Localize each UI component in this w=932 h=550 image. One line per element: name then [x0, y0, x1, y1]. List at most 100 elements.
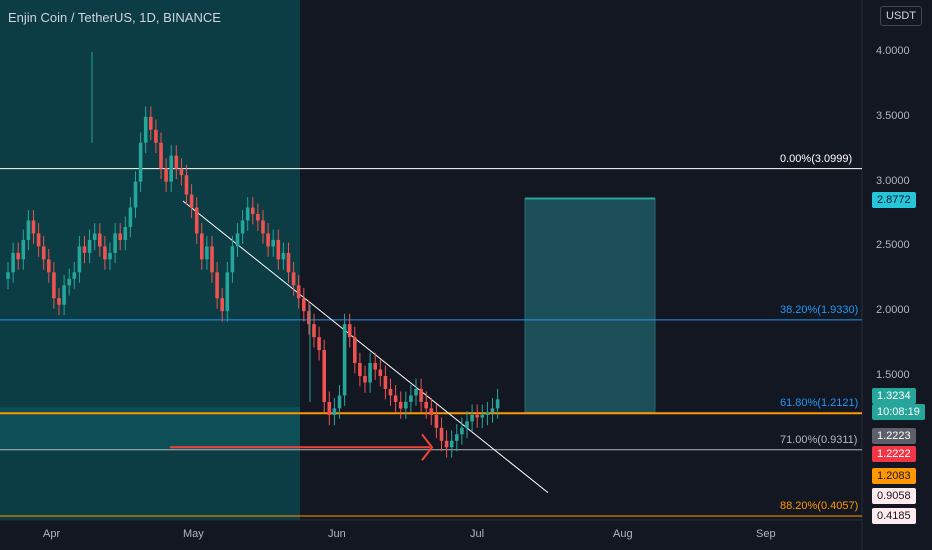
candle-body-19	[103, 246, 107, 260]
candle-body-48	[251, 207, 255, 214]
candle-body-28	[149, 116, 153, 130]
candle-body-40	[210, 246, 214, 273]
price-tick-label: 1.5000	[876, 369, 910, 381]
candle-body-31	[164, 168, 168, 182]
candle-body-5	[31, 220, 36, 234]
time-tick-label: Jul	[470, 528, 485, 540]
candle-body-68	[353, 337, 357, 364]
price-tag: 2.8772	[872, 192, 916, 208]
candle-body-56	[291, 272, 296, 286]
price-tag: 1.2223	[872, 428, 916, 444]
price-tag: 1.2222	[872, 446, 916, 462]
candle-body-17	[92, 233, 97, 240]
candle-body-36	[189, 194, 194, 208]
candle-body-33	[174, 155, 179, 169]
candle-body-13	[72, 272, 77, 279]
candle-body-59	[307, 311, 311, 325]
price-tag: 1.3234	[872, 388, 916, 404]
time-tick-label: Apr	[43, 528, 61, 540]
currency-button[interactable]: USDT	[880, 6, 922, 26]
candle-body-41	[215, 272, 219, 299]
candle-body-58	[302, 298, 306, 312]
candle-body-55	[286, 252, 291, 273]
candle-body-70	[363, 376, 367, 383]
candle-body-11	[62, 285, 66, 305]
price-tick-label: 3.0000	[876, 174, 910, 187]
price-tag: 10:08:19	[872, 404, 925, 420]
candle-body-82	[424, 401, 428, 409]
candle-body-14	[77, 246, 82, 273]
candle-body-22	[118, 233, 122, 240]
fib-level-label: 0.00%(3.0999)	[780, 152, 853, 165]
fib-level-label: 38.20%(1.9330)	[780, 303, 859, 316]
candle-body-43	[225, 272, 230, 312]
candle-body-46	[240, 220, 245, 234]
target-box	[524, 197, 656, 413]
candle-body-60	[312, 324, 316, 338]
time-tick-label: Jun	[328, 528, 346, 540]
symbol-title[interactable]: Enjin Coin / TetherUS, 1D, BINANCE	[8, 10, 221, 25]
candle-body-83	[429, 408, 434, 415]
candle-body-0	[6, 272, 10, 279]
fib-level-label: 88.20%(0.4057)	[780, 500, 859, 512]
time-tick-label: May	[183, 528, 204, 540]
fib-level-label: 71.00%(0.9311)	[780, 433, 858, 446]
candle-body-25	[133, 181, 138, 208]
candle-body-29	[154, 129, 158, 143]
candle-body-45	[235, 233, 240, 247]
candle-body-88	[455, 434, 459, 441]
price-tag: 0.9058	[872, 488, 916, 504]
candle-body-96	[495, 399, 500, 409]
candle-body-54	[281, 252, 286, 260]
candle-body-61	[317, 337, 321, 351]
trend-line	[182, 200, 549, 494]
candle-body-35	[184, 175, 189, 195]
candle-body-51	[266, 233, 270, 247]
candle-body-32	[169, 155, 173, 182]
candle-body-52	[271, 239, 275, 247]
price-tick-label: 2.0000	[876, 304, 910, 317]
candle-body-49	[256, 214, 260, 221]
candle-body-1	[11, 252, 15, 273]
candle-body-64	[332, 408, 337, 415]
candle-body-21	[113, 233, 117, 253]
candle-body-44	[230, 246, 235, 273]
candle-body-90	[465, 421, 469, 428]
candle-body-30	[159, 142, 163, 169]
candle-body-15	[82, 246, 87, 253]
candle-body-37	[194, 207, 199, 234]
candle-body-67	[347, 324, 352, 338]
candle-body-80	[414, 388, 418, 396]
candle-body-74	[383, 376, 388, 389]
time-tick-label: Sep	[756, 528, 776, 540]
candle-body-94	[485, 412, 490, 415]
candle-body-8	[47, 259, 51, 273]
candle-body-57	[296, 285, 301, 299]
candle-body-91	[470, 414, 474, 422]
price-tick-label: 3.5000	[876, 109, 910, 122]
candle-body-9	[52, 272, 56, 299]
candle-body-93	[480, 414, 485, 418]
candle-body-4	[26, 220, 31, 240]
candle-body-65	[337, 395, 342, 409]
price-tick-label: 2.5000	[876, 239, 910, 252]
fib-level-label: 61.80%(1.2121)	[780, 397, 859, 410]
candle-body-7	[41, 246, 46, 260]
candle-body-84	[434, 414, 439, 428]
candle-body-34	[179, 168, 184, 176]
candle-body-26	[138, 142, 143, 182]
red-arrow-head	[421, 433, 434, 461]
time-tick-label: Aug	[613, 528, 633, 540]
candle-body-38	[200, 233, 204, 260]
candle-body-27	[143, 116, 148, 143]
candle-body-66	[342, 324, 347, 396]
candle-body-86	[444, 440, 449, 448]
candle-body-69	[358, 363, 362, 376]
candle-body-12	[67, 278, 71, 286]
candle-body-6	[36, 233, 41, 247]
candle-body-18	[98, 233, 102, 247]
price-tick-label: 4.0000	[876, 45, 910, 57]
candle-body-16	[87, 239, 92, 253]
